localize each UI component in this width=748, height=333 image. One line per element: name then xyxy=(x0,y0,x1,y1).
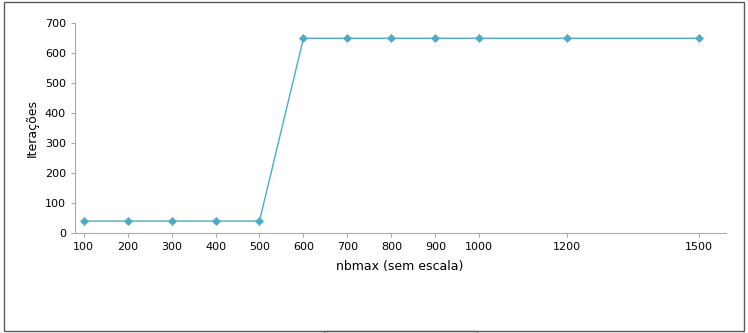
melhor iteração xyxy=(562,36,571,40)
Y-axis label: Iterações: Iterações xyxy=(26,99,39,157)
Line: melhor iteração: melhor iteração xyxy=(81,36,702,224)
melhor iteração xyxy=(255,219,264,223)
melhor iteração xyxy=(167,219,176,223)
melhor iteração xyxy=(211,219,220,223)
melhor iteração xyxy=(299,36,308,40)
melhor iteração xyxy=(343,36,352,40)
melhor iteração xyxy=(79,219,88,223)
melhor iteração xyxy=(431,36,440,40)
melhor iteração xyxy=(475,36,484,40)
Legend: melhor iteração: melhor iteração xyxy=(324,331,476,333)
melhor iteração xyxy=(387,36,396,40)
X-axis label: nbmax (sem escala): nbmax (sem escala) xyxy=(337,260,464,273)
melhor iteração xyxy=(695,36,704,40)
melhor iteração xyxy=(123,219,132,223)
